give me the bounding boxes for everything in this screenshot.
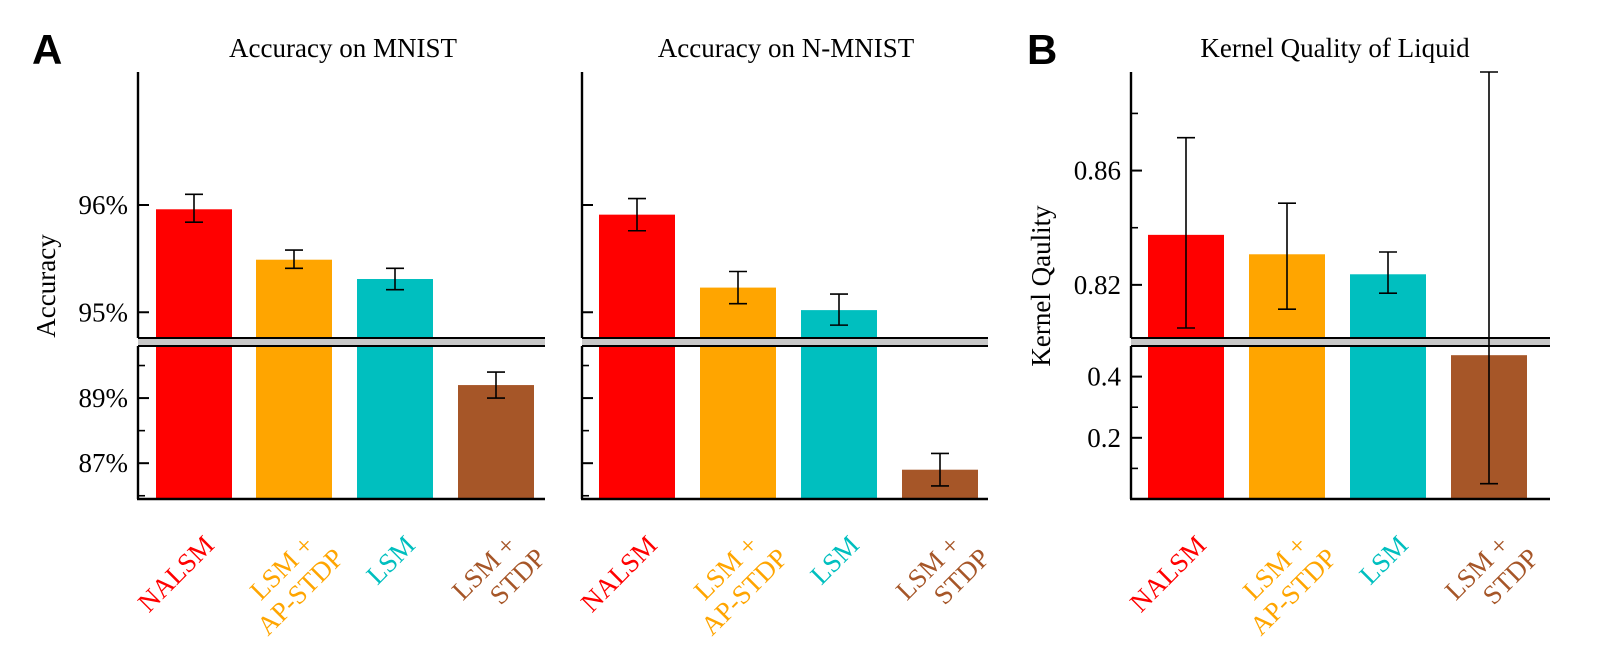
y-tick-label: 0.82 xyxy=(1074,270,1121,300)
x-tick-label-1: LSM +AP-STDP xyxy=(1223,521,1343,641)
x-tick-label-line: NALSM xyxy=(132,530,220,618)
x-tick-label-line: LSM xyxy=(360,530,420,590)
y-tick-label: 95% xyxy=(79,297,129,327)
y-tick-label: 0.2 xyxy=(1087,423,1121,453)
x-tick-label-2: LSM xyxy=(1353,530,1413,590)
y-tick-label: 0.4 xyxy=(1087,362,1121,392)
y-tick-label: 96% xyxy=(79,190,129,220)
chart-nmnist-accuracy: Accuracy on N-MNIST NALSM LSM +AP-STDP LSM… xyxy=(575,33,996,641)
bar-1 xyxy=(700,287,776,499)
chart-title: Accuracy on MNIST xyxy=(229,33,457,63)
chart-title: Accuracy on N-MNIST xyxy=(658,33,915,63)
x-tick-label-3: LSM +STDP xyxy=(890,521,996,627)
chart-kernel-quality: Kernel Quality of Liquid Kernel Qaulity … xyxy=(1026,33,1550,641)
axis-break-band xyxy=(138,338,545,346)
bar-3 xyxy=(458,385,534,499)
y-tick-label: 89% xyxy=(79,383,129,413)
x-tick-label-line: LSM xyxy=(804,530,864,590)
x-tick-label-0: NALSM xyxy=(132,530,220,618)
x-tick-label-0: NALSM xyxy=(575,530,663,618)
x-tick-label-line: NALSM xyxy=(1124,530,1212,618)
x-tick-label-2: LSM xyxy=(360,530,420,590)
chart-title: Kernel Quality of Liquid xyxy=(1200,33,1470,63)
axis-break-band xyxy=(582,338,988,346)
x-tick-label-0: NALSM xyxy=(1124,530,1212,618)
chart-mnist-accuracy: Accuracy on MNIST Accuracy 95% 96% 87% 89% N… xyxy=(31,33,552,641)
bar-2 xyxy=(1350,274,1426,499)
axis-break-band xyxy=(1131,338,1550,346)
x-tick-label-3: LSM +STDP xyxy=(1439,521,1545,627)
panel-label-b: B xyxy=(1027,26,1057,73)
x-tick-label-line: NALSM xyxy=(575,530,663,618)
x-tick-label-2: LSM xyxy=(804,530,864,590)
y-tick-label: 87% xyxy=(79,448,129,478)
x-tick-label-line: LSM xyxy=(1353,530,1413,590)
y-axis-label: Kernel Qaulity xyxy=(1026,205,1056,367)
x-tick-label-3: LSM +STDP xyxy=(446,521,552,627)
bar-2 xyxy=(357,279,433,499)
bar-0 xyxy=(599,214,675,499)
bar-1 xyxy=(256,259,332,499)
y-axis-label: Accuracy xyxy=(31,234,61,338)
x-tick-label-1: LSM +AP-STDP xyxy=(674,521,794,641)
bar-0 xyxy=(156,209,232,499)
panel-label-a: A xyxy=(32,26,62,73)
x-tick-label-1: LSM +AP-STDP xyxy=(230,521,350,641)
y-tick-label: 0.86 xyxy=(1074,156,1121,186)
